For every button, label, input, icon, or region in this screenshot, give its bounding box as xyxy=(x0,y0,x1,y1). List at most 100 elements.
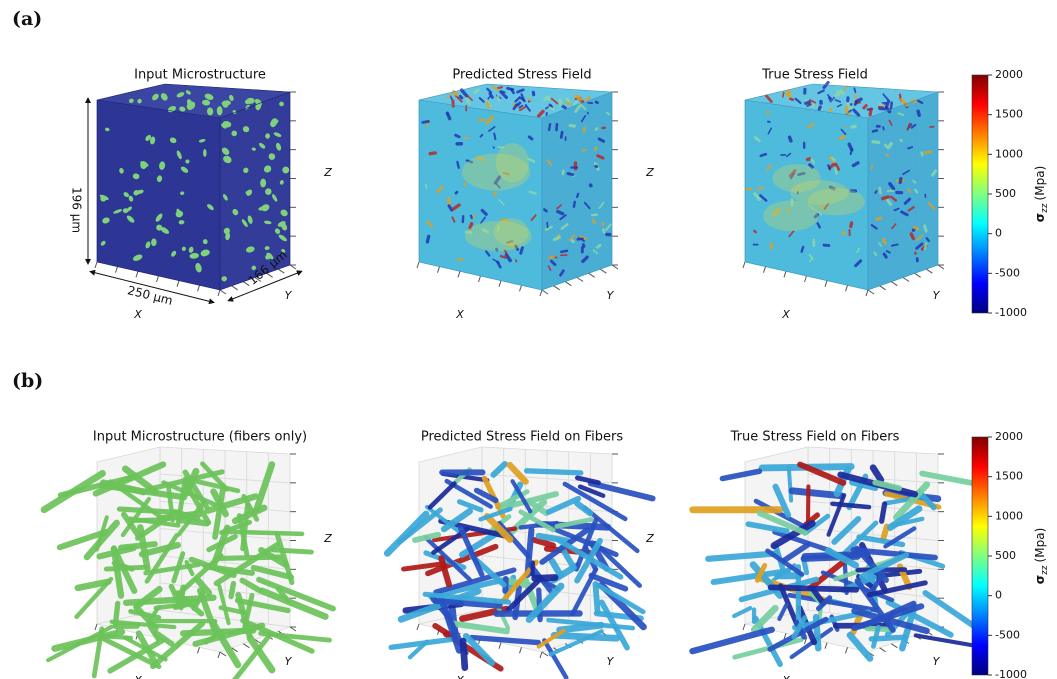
stress-streak xyxy=(883,197,889,199)
stress-streak xyxy=(892,244,898,245)
stress-streak xyxy=(471,216,472,218)
axis-tick xyxy=(825,281,827,287)
axis-tick xyxy=(743,262,745,268)
fiber xyxy=(792,491,841,496)
axis-tick xyxy=(880,648,886,652)
stress-streak xyxy=(925,226,927,231)
axis-tick xyxy=(417,262,419,268)
axis-label: X xyxy=(781,674,790,679)
stress-streak xyxy=(898,113,903,115)
axis-tick xyxy=(198,647,200,653)
stress-streak xyxy=(846,107,847,112)
colorbar-label: σzz(Mpa) xyxy=(1033,528,1050,585)
axis-label: Z xyxy=(323,532,332,545)
colorbar xyxy=(972,75,988,313)
colorbar-tick-label: 1500 xyxy=(995,470,1023,483)
cube-face xyxy=(97,100,220,290)
stress-streak xyxy=(454,92,457,95)
axis-label: Y xyxy=(933,655,941,668)
colorbar-label: σzz(Mpa) xyxy=(1033,166,1050,223)
colorbar-tick-label: -1000 xyxy=(995,668,1027,679)
stress-streak xyxy=(854,88,855,92)
plot-title: Input Microstructure xyxy=(134,68,266,83)
stress-streak xyxy=(880,104,883,105)
axis-tick xyxy=(438,267,440,273)
stress-streak xyxy=(456,192,457,193)
stress-streak xyxy=(498,96,500,100)
colorbar-tick-label: 1500 xyxy=(995,108,1023,121)
axis-tick xyxy=(880,286,886,290)
fiber xyxy=(560,625,602,630)
stress-streak xyxy=(447,113,449,119)
stress-streak xyxy=(430,153,435,154)
colorbar xyxy=(972,437,988,675)
axis-label: Y xyxy=(933,289,941,302)
stress-region xyxy=(807,188,865,215)
stress-streak xyxy=(840,136,844,138)
axis-label: X xyxy=(133,674,142,679)
axis-label: Z xyxy=(645,166,654,179)
fiber xyxy=(771,587,856,589)
stress-streak xyxy=(843,233,845,234)
stress-streak xyxy=(908,147,912,148)
axis-tick xyxy=(577,278,583,282)
stress-streak xyxy=(426,185,427,188)
stress-streak xyxy=(567,99,568,101)
axis-tick xyxy=(540,290,542,296)
axis-tick xyxy=(520,647,522,653)
plot-title: Input Microstructure (fibers only) xyxy=(93,430,307,445)
axis-tick xyxy=(218,290,220,296)
stress-streak xyxy=(494,134,495,139)
axis-label: Y xyxy=(607,289,615,302)
stress-streak xyxy=(810,260,811,261)
stress-streak xyxy=(568,174,573,175)
axis-tick xyxy=(846,647,848,653)
axis-tick xyxy=(542,652,548,656)
stress-streak xyxy=(783,93,784,97)
colorbar-tick-label: 500 xyxy=(995,549,1016,562)
stress-streak xyxy=(597,245,600,247)
stress-streak xyxy=(884,254,886,257)
colorbar-symbol: σ xyxy=(1033,575,1047,584)
axis-tick xyxy=(540,652,542,658)
axis-tick xyxy=(764,267,766,273)
stress-streak xyxy=(560,100,561,105)
axis-tick xyxy=(520,285,522,291)
axis-tick xyxy=(220,290,226,294)
stress-region xyxy=(494,218,529,246)
fiber xyxy=(463,641,465,668)
stress-streak xyxy=(819,107,820,109)
stress-streak xyxy=(833,97,834,98)
axis-tick xyxy=(220,652,226,656)
axis-tick xyxy=(846,285,848,291)
axis-tick xyxy=(600,269,606,273)
fiber xyxy=(535,578,555,579)
stress-streak xyxy=(584,128,585,131)
fiber xyxy=(219,557,280,558)
stress-streak xyxy=(562,106,565,108)
stress-streak xyxy=(915,227,918,228)
stress-streak xyxy=(851,223,852,227)
axis-label: Y xyxy=(285,655,293,668)
dimension-label: 196 μm xyxy=(70,187,84,233)
stress-streak xyxy=(832,158,835,160)
axis-label: X xyxy=(455,674,464,679)
plot-title: Predicted Stress Field on Fibers xyxy=(421,430,623,445)
stress-streak xyxy=(516,260,517,261)
stress-streak xyxy=(850,104,851,105)
stress-streak xyxy=(790,99,793,100)
axis-label: X xyxy=(781,308,790,321)
stress-streak xyxy=(596,128,597,129)
axis-tick xyxy=(891,644,897,648)
axis-tick xyxy=(232,286,238,290)
axis-tick xyxy=(479,276,481,282)
stress-streak xyxy=(558,212,563,214)
axis-tick xyxy=(612,265,618,269)
fiber xyxy=(273,550,311,552)
axis-tick xyxy=(278,269,284,273)
stress-streak xyxy=(841,92,843,94)
axis-tick xyxy=(784,271,786,277)
stress-streak xyxy=(607,113,609,114)
stress-streak xyxy=(547,223,548,228)
stress-streak xyxy=(877,218,881,220)
